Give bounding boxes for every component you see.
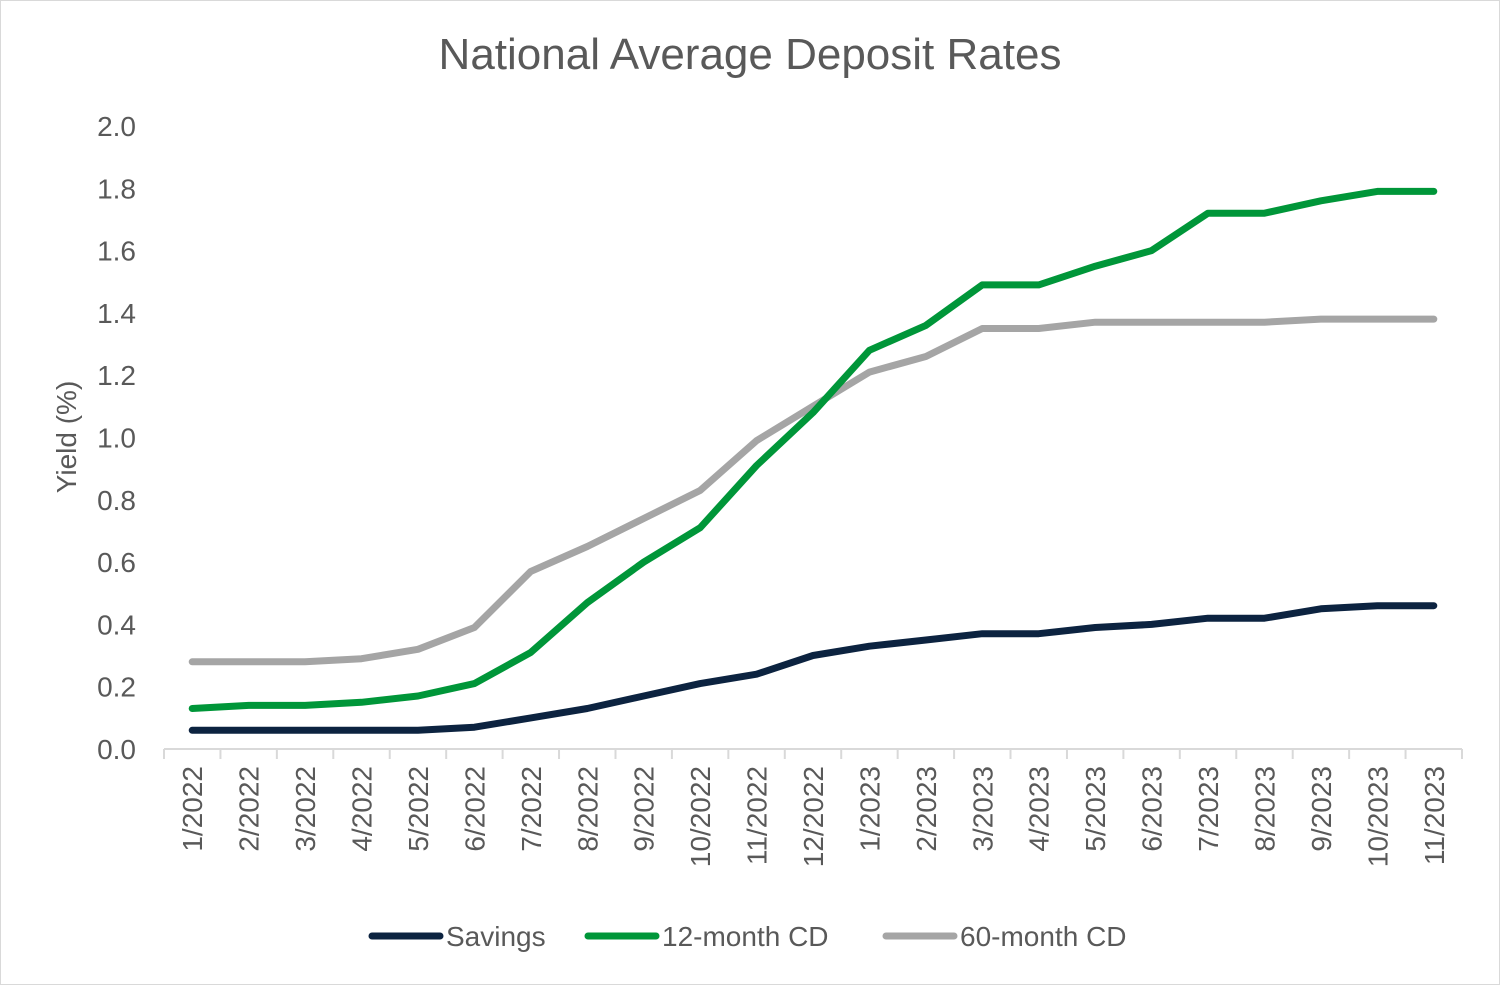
y-axis-label: Yield (%) xyxy=(51,381,82,494)
x-tick-label: 3/2022 xyxy=(290,766,321,852)
y-tick-label: 0.6 xyxy=(97,547,136,578)
x-tick-label: 6/2022 xyxy=(459,766,490,852)
series-line-savings xyxy=(188,602,1438,734)
y-tick-label: 0.2 xyxy=(97,672,136,703)
x-tick-label: 3/2023 xyxy=(967,766,998,852)
legend-label: Savings xyxy=(446,921,546,952)
legend-label: 12-month CD xyxy=(662,921,829,952)
y-tick-label: 0.0 xyxy=(97,734,136,765)
x-tick-label: 9/2023 xyxy=(1306,766,1337,852)
x-tick-label: 1/2022 xyxy=(177,766,208,852)
x-tick-label: 11/2022 xyxy=(742,766,773,865)
series-line-60-month-cd xyxy=(188,315,1438,666)
y-tick-label: 1.2 xyxy=(97,360,136,391)
x-tick-label: 8/2022 xyxy=(572,766,603,852)
x-tick-label: 9/2022 xyxy=(629,766,660,852)
x-tick-label: 2/2023 xyxy=(911,766,942,852)
x-tick-label: 5/2023 xyxy=(1080,766,1111,852)
x-tick-label: 10/2023 xyxy=(1362,766,1393,867)
series-line-12-month-cd xyxy=(188,187,1438,712)
x-tick-label: 7/2022 xyxy=(516,766,547,852)
y-tick-label: 1.6 xyxy=(97,236,136,267)
x-tick-label: 4/2023 xyxy=(1024,766,1055,852)
legend-label: 60-month CD xyxy=(960,921,1127,952)
x-tick-label: 4/2022 xyxy=(347,766,378,852)
x-tick-label: 12/2022 xyxy=(798,766,829,867)
x-tick-label: 6/2023 xyxy=(1137,766,1168,852)
x-tick-label: 11/2023 xyxy=(1419,766,1450,865)
x-tick-label: 7/2023 xyxy=(1193,766,1224,852)
y-tick-label: 1.0 xyxy=(97,423,136,454)
x-tick-label: 10/2022 xyxy=(685,766,716,867)
x-tick-label: 1/2023 xyxy=(854,766,885,852)
y-tick-label: 0.4 xyxy=(97,609,136,640)
x-tick-label: 2/2022 xyxy=(234,766,265,852)
chart-title: National Average Deposit Rates xyxy=(438,30,1062,79)
y-tick-label: 2.0 xyxy=(97,111,136,142)
y-tick-label: 0.8 xyxy=(97,485,136,516)
y-tick-label: 1.8 xyxy=(97,173,136,204)
x-tick-label: 5/2022 xyxy=(403,766,434,852)
x-tick-label: 8/2023 xyxy=(1249,766,1280,852)
y-tick-label: 1.4 xyxy=(97,298,136,329)
